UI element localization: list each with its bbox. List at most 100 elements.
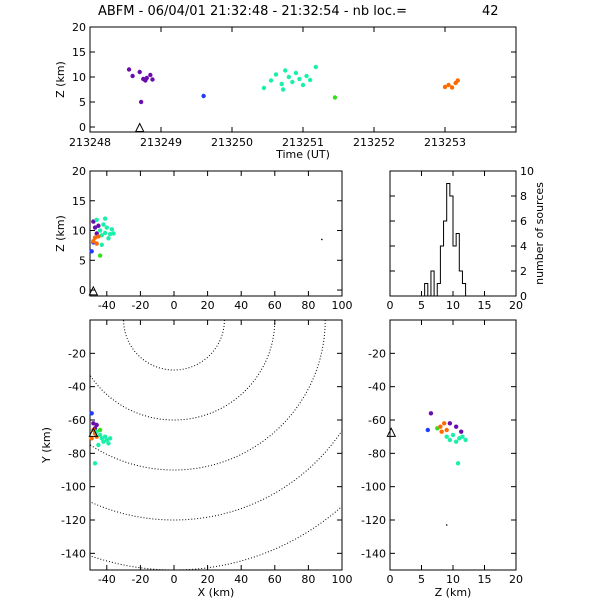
time-height-point	[143, 78, 148, 83]
x-height-point	[94, 217, 99, 223]
height-plan-ytick-label: -20	[368, 347, 386, 360]
x-height-point	[106, 236, 111, 241]
height-plan-frame	[389, 319, 517, 571]
histogram-xtick-label: 15	[478, 299, 492, 312]
time-height-point	[279, 81, 284, 87]
x-height-station-marker	[88, 285, 99, 296]
x-height-point	[102, 230, 108, 236]
plan-view-point	[91, 421, 96, 426]
plan-view-ylabel: Y (km)	[40, 427, 53, 464]
height-plan-point	[425, 427, 430, 433]
height-plan-station-marker	[386, 427, 397, 437]
x-height-xtick-label: 60	[268, 299, 282, 312]
x-height-frame	[89, 170, 343, 297]
x-height-point	[107, 231, 113, 237]
height-plan-point	[444, 427, 449, 433]
time-height-point	[138, 99, 144, 105]
plan-view-point	[97, 432, 103, 438]
plan-view-range-ring	[90, 429, 342, 521]
height-plan-xtick-label: 20	[509, 573, 523, 586]
height-plan-point	[458, 429, 464, 434]
histogram-ylabel: number of sources	[533, 182, 546, 285]
plan-view-ytick-label: -40	[68, 381, 86, 394]
x-height-xtick-label: 100	[332, 299, 353, 312]
time-height-ytick-label: 10	[72, 71, 86, 84]
x-height-xtick-label: 0	[171, 299, 178, 312]
time-height-point	[201, 93, 206, 99]
x-height-point	[99, 242, 104, 248]
plan-view-point	[102, 434, 108, 439]
x-height-point	[102, 216, 108, 221]
time-height-point	[261, 85, 267, 91]
plan-view-point	[97, 427, 103, 433]
time-height-point	[332, 95, 338, 100]
height-plan-xtick-label: 10	[446, 573, 460, 586]
plan-view-point	[96, 442, 101, 448]
plan-view-point	[107, 436, 113, 441]
x-height-point	[97, 253, 103, 258]
histogram-ytick-label: 10	[520, 165, 534, 178]
height-plan-ytick-label: -40	[368, 381, 386, 394]
x-height-ylabel: Z (km)	[54, 215, 67, 252]
time-height-xtick-label: 213249	[140, 136, 182, 149]
plan-view-ytick-label: -100	[61, 481, 86, 494]
height-plan-point	[453, 439, 459, 444]
time-height-point	[130, 73, 135, 79]
x-height-ytick-label: 10	[72, 225, 86, 238]
x-height-ytick-label: 5	[79, 254, 86, 267]
x-height-xtick-label: 80	[301, 299, 315, 312]
time-height-xtick-label: 213251	[282, 136, 324, 149]
plan-view-point	[106, 441, 111, 446]
time-height-point	[286, 74, 291, 80]
plan-view-xtick-label: -20	[131, 573, 149, 586]
time-height-station-marker	[134, 122, 145, 132]
x-height-xtick-label: 20	[201, 299, 215, 312]
x-height-xtick-label: -20	[131, 299, 149, 312]
time-height-point	[283, 68, 288, 73]
time-height-point	[313, 64, 318, 70]
time-height-point	[148, 72, 153, 78]
histogram-ytick-label: 0	[520, 290, 527, 303]
time-height-point	[300, 82, 306, 88]
height-plan-ytick-label: -100	[361, 481, 386, 494]
height-plan-point	[460, 434, 465, 439]
time-height-xtick-label: 213250	[211, 136, 253, 149]
x-height-xtick-label: -40	[98, 299, 116, 312]
height-plan-xtick-label: 15	[478, 573, 492, 586]
plan-view-point	[89, 411, 94, 416]
time-height-point	[446, 82, 451, 88]
x-height-point	[96, 234, 101, 239]
height-plan-point	[444, 434, 449, 439]
time-height-ytick-label: 20	[72, 21, 86, 34]
height-plan-ytick-label: -140	[361, 547, 386, 560]
figure-title: ABFM - 06/04/01 21:32:48 - 21:32:54 - nb…	[98, 4, 407, 19]
histogram-ytick-label: 8	[520, 190, 527, 203]
height-plan-point	[455, 461, 461, 466]
time-height-point	[304, 73, 309, 79]
x-height-point	[109, 227, 115, 232]
histogram-ytick-label: 6	[520, 215, 527, 228]
time-height-ylabel: Z (km)	[54, 61, 67, 98]
height-plan-point	[438, 424, 443, 429]
x-height-point	[94, 241, 99, 246]
height-plan-point	[439, 429, 444, 434]
height-plan-point	[447, 437, 453, 443]
plan-view-station-marker	[88, 427, 99, 437]
height-plan-xlabel: Z (km)	[435, 586, 472, 599]
plan-view-ytick-label: -20	[68, 347, 86, 360]
histogram-steps	[390, 183, 516, 297]
height-plan-xtick-label: 0	[387, 573, 394, 586]
x-height-point	[111, 231, 116, 236]
x-height-point	[91, 239, 96, 244]
x-height-point	[321, 238, 323, 241]
time-height-point	[293, 70, 299, 76]
x-height-ytick-label: 20	[72, 165, 86, 178]
plan-view-point	[89, 436, 94, 441]
x-height-ytick-label: 0	[79, 284, 86, 297]
time-height-ytick-label: 15	[72, 46, 86, 59]
plan-view-ytick-label: -80	[68, 447, 86, 460]
plan-view-xlabel: X (km)	[198, 586, 235, 599]
plan-view-point	[104, 437, 110, 443]
plan-view-point	[94, 422, 99, 428]
